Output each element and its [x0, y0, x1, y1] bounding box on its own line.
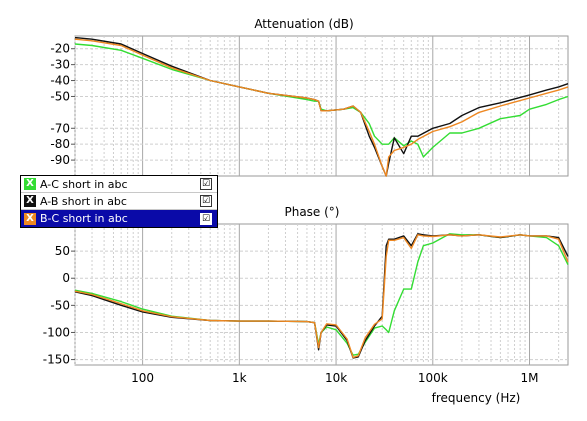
visibility-checkbox[interactable]: ☑	[200, 195, 212, 207]
x-tick-label: 100	[131, 371, 154, 385]
series-toggle-icon[interactable]: X	[24, 195, 36, 207]
visibility-checkbox[interactable]: ☑	[200, 178, 212, 190]
x-tick-label: 100k	[418, 371, 448, 385]
phase-y-tick-label: 0	[62, 271, 70, 285]
attenuation-y-ticks: -20 -30 -40-50 -70 -80 -90	[50, 42, 75, 167]
attenuation-panel: -20 -30 -40-50 -70 -80 -90 Attenuation (dB)	[50, 17, 569, 177]
attenuation-grid	[74, 36, 568, 176]
x-tick-label: 1M	[521, 371, 539, 385]
phase-y-tick-label: -50	[50, 298, 70, 312]
attenuation-y-tick-label: -50	[50, 89, 70, 103]
phase-y-ticks: 50 0 -50 -100 -150	[43, 244, 75, 367]
attenuation-title: Attenuation (dB)	[254, 17, 353, 31]
legend-item-a-c[interactable]: X A-C short in abc ☑	[21, 176, 217, 193]
attenuation-y-tick-label: -40	[50, 74, 70, 88]
legend-label: A-C short in abc	[40, 177, 128, 191]
attenuation-y-tick-label: -20	[50, 42, 70, 56]
phase-y-tick-label: -100	[43, 325, 70, 339]
visibility-checkbox[interactable]: ☑	[200, 212, 212, 225]
phase-series-line-2	[74, 234, 569, 359]
phase-y-tick-label: 50	[55, 244, 70, 258]
phase-title: Phase (°)	[284, 205, 339, 219]
attenuation-series	[74, 36, 569, 177]
series-toggle-icon[interactable]: X	[24, 212, 36, 225]
series-toggle-icon[interactable]: X	[24, 178, 36, 190]
phase-series	[74, 233, 569, 359]
attenuation-y-tick-label: -30	[50, 58, 70, 72]
attenuation-y-tick-label: -70	[50, 121, 70, 135]
attenuation-y-tick-label: -90	[50, 153, 70, 167]
legend-label: B-C short in abc	[40, 212, 128, 225]
x-axis-label: frequency (Hz)	[432, 391, 521, 405]
phase-y-tick-label: -150	[43, 353, 70, 367]
legend-item-b-c[interactable]: X B-C short in abc ☑	[21, 210, 217, 227]
phase-x-ticks: 100 1k 10k 100k 1M	[131, 371, 538, 385]
attenuation-series-line-2	[74, 38, 569, 177]
attenuation-y-tick-label: -80	[50, 137, 70, 151]
phase-panel: 500-50-100-150 100 1k 10k 100k 1M Phase (°) …	[43, 205, 569, 405]
x-tick-label: 1k	[232, 371, 247, 385]
x-tick-label: 10k	[325, 371, 347, 385]
legend-item-a-b[interactable]: X A-B short in abc ☑	[21, 193, 217, 210]
legend: X A-C short in abc ☑ X A-B short in abc …	[20, 175, 218, 228]
legend-label: A-B short in abc	[40, 194, 127, 208]
